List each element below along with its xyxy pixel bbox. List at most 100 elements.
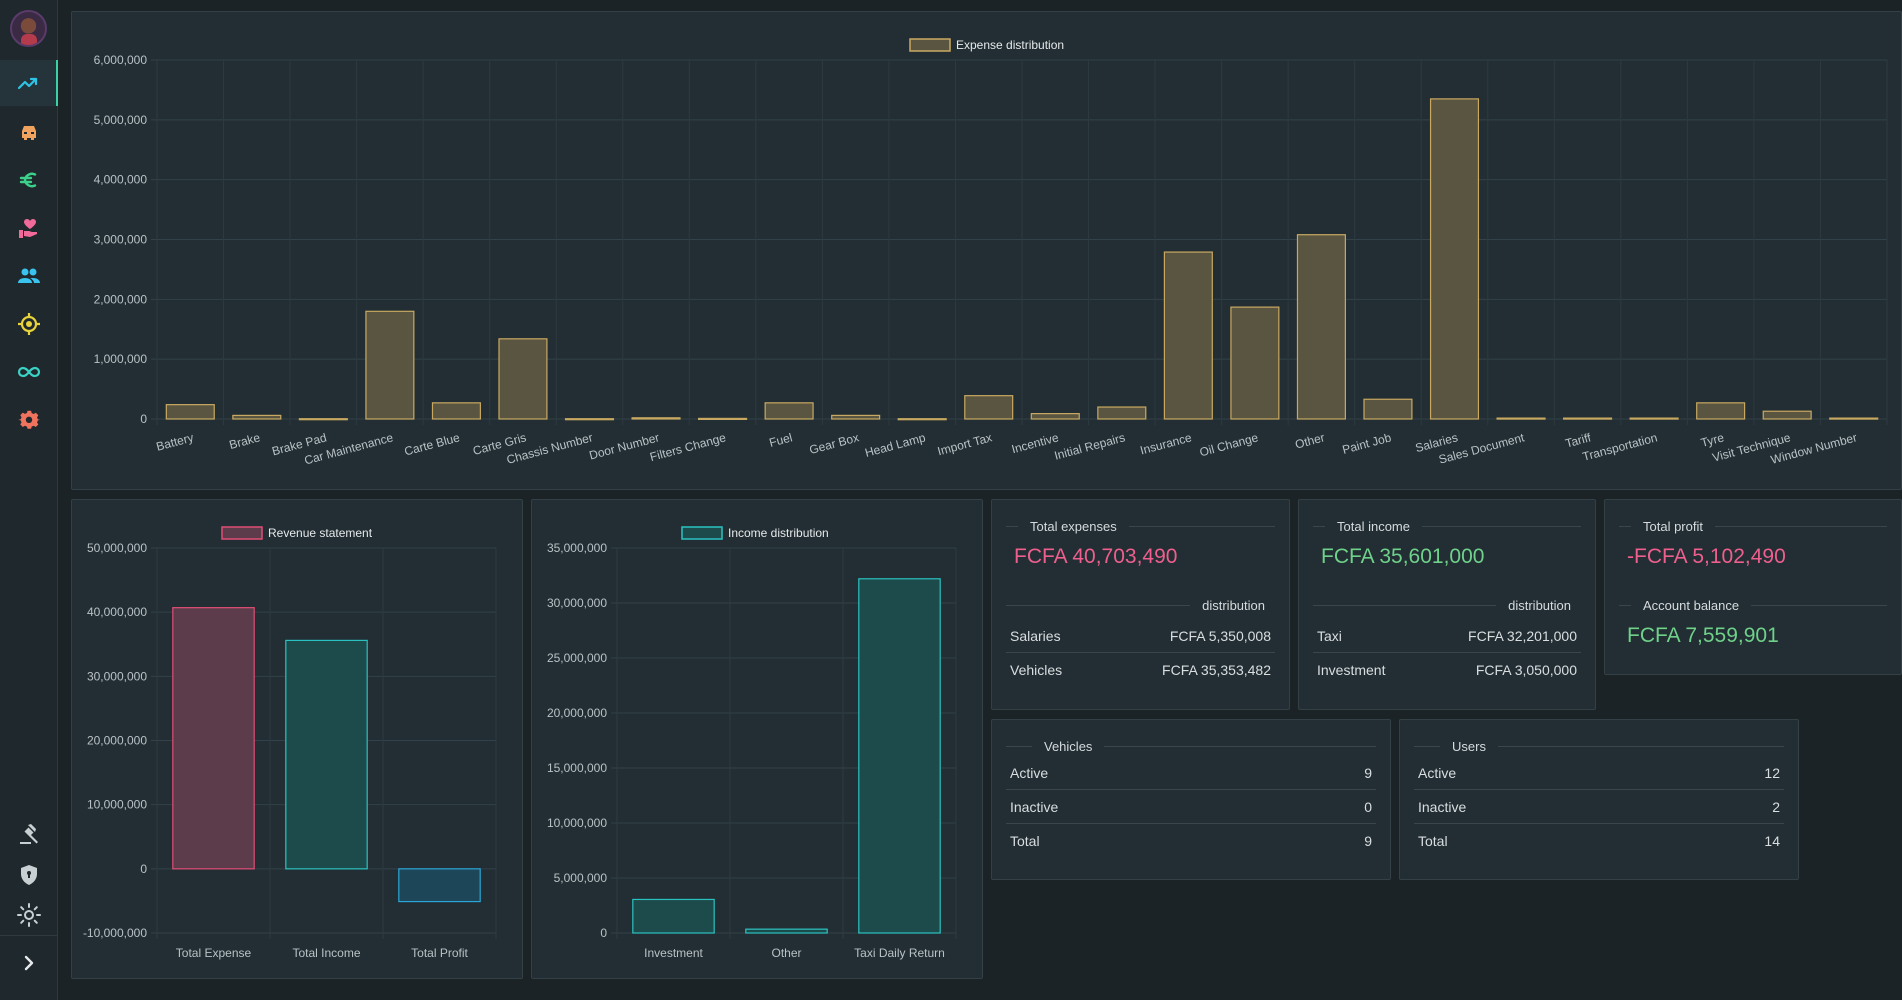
card-title: Vehicles (1044, 738, 1093, 754)
y-tick-label: 20,000,000 (547, 706, 607, 720)
y-tick-label: 2,000,000 (94, 292, 148, 306)
kv-row: Inactive 0 (1006, 790, 1376, 824)
bar-carte-gris[interactable] (498, 338, 548, 420)
bar-other[interactable] (1296, 234, 1346, 420)
legend-swatch[interactable] (221, 526, 263, 540)
bar-tyre[interactable] (1696, 402, 1746, 420)
total-income-value: FCFA 35,601,000 (1321, 545, 1485, 568)
bar-gear-box[interactable] (831, 414, 881, 420)
bar-tariff[interactable] (1563, 417, 1613, 420)
bar-brake-pad[interactable] (298, 418, 348, 421)
bar-filters-change[interactable] (698, 417, 748, 421)
x-tick-label: Oil Change (1198, 430, 1260, 459)
bar-incentive[interactable] (1030, 413, 1080, 420)
revenue-chart-panel: -10,000,000 0 10,000,000 20,000,000 30,000,0… (71, 499, 523, 979)
gavel-icon (20, 824, 38, 844)
y-tick-label: 5,000,000 (554, 871, 608, 885)
bar-chassis-number[interactable] (564, 418, 615, 421)
bar-salaries[interactable] (1429, 98, 1480, 420)
distribution-title: distribution (1202, 597, 1265, 613)
bar-transportation[interactable] (1629, 417, 1679, 420)
expense-distribution-chart: 0 1,000,000 2,000,000 3,000,000 4,000,000 5,0… (94, 38, 1888, 468)
nav-users[interactable] (0, 253, 58, 299)
nav-finance[interactable] (0, 157, 58, 203)
y-tick-label: 5,000,000 (94, 113, 148, 127)
x-tick-label: Tyre (1699, 430, 1725, 450)
bar-import-tax[interactable] (964, 395, 1014, 420)
bar-taxi-daily-return[interactable] (858, 578, 941, 934)
avatar[interactable] (10, 10, 47, 47)
bar-total-profit[interactable] (398, 868, 481, 903)
bar-initial-repairs[interactable] (1097, 406, 1147, 420)
bar-visit-technique[interactable] (1762, 410, 1812, 420)
nav-legal[interactable] (0, 811, 58, 857)
x-tick-label: Import Tax (936, 430, 994, 458)
bar-paint-job[interactable] (1363, 398, 1413, 420)
bar-total-income[interactable] (285, 639, 368, 870)
bar-head-lamp[interactable] (897, 418, 947, 421)
legend-swatch[interactable] (909, 38, 951, 52)
bar-fuel[interactable] (764, 402, 814, 420)
nav-security[interactable] (0, 852, 58, 898)
kv-row: Total 14 (1418, 833, 1780, 849)
nav-integrations[interactable] (0, 349, 58, 395)
bar-battery[interactable] (165, 404, 215, 420)
bar-insurance[interactable] (1163, 251, 1213, 420)
bar-car-maintenance[interactable] (365, 310, 415, 420)
shield-icon (21, 865, 37, 885)
bar-total-expense[interactable] (172, 607, 255, 870)
y-tick-label: 35,000,000 (547, 541, 607, 555)
nav-expand[interactable] (0, 940, 58, 986)
y-tick-label: 10,000,000 (547, 816, 607, 830)
nav-tracking[interactable] (0, 301, 58, 347)
y-tick-label: 30,000,000 (547, 596, 607, 610)
kv-row: Vehicles FCFA 35,353,482 (1010, 662, 1271, 678)
y-tick-label: 0 (140, 412, 147, 426)
kv-row: Salaries FCFA 5,350,008 (1006, 619, 1275, 653)
y-tick-label: 10,000,000 (87, 798, 147, 812)
bar-other[interactable] (745, 928, 828, 934)
bar-sales-document[interactable] (1496, 417, 1546, 420)
x-tick-label: Initial Repairs (1053, 430, 1127, 462)
nav-settings[interactable] (0, 397, 58, 443)
legend-swatch[interactable] (681, 526, 723, 540)
x-tick-label: Tariff (1564, 430, 1593, 450)
y-tick-label: 1,000,000 (94, 352, 148, 366)
y-tick-label: 0 (600, 926, 607, 940)
x-tick-label: Fuel (768, 430, 794, 450)
bar-investment[interactable] (632, 898, 715, 934)
kv-row: Active 9 (1006, 756, 1376, 790)
x-tick-label: Total Income (292, 946, 360, 960)
nav-vehicles[interactable] (0, 109, 58, 155)
kv-row: Investment FCFA 3,050,000 (1317, 662, 1577, 678)
nav-theme[interactable] (0, 892, 58, 938)
x-tick-label: Taxi Daily Return (854, 946, 945, 960)
y-tick-label: 30,000,000 (87, 669, 147, 683)
bar-door-number[interactable] (631, 417, 681, 420)
nav-dashboard[interactable] (0, 60, 58, 106)
nav-donations[interactable] (0, 205, 58, 251)
vehicles-card: Vehicles Active 9 Inactive 0 Total 9 (991, 719, 1391, 880)
y-tick-label: -10,000,000 (83, 926, 147, 940)
y-tick-label: 50,000,000 (87, 541, 147, 555)
bar-brake[interactable] (232, 414, 282, 420)
income-distribution-chart: 0 5,000,000 10,000,000 15,000,000 20,000,000… (547, 526, 957, 960)
x-tick-label: Total Profit (411, 946, 468, 960)
card-title: Users (1452, 738, 1486, 754)
bar-carte-blue[interactable] (431, 402, 481, 420)
bar-window-number[interactable] (1829, 417, 1879, 420)
chevron-right-icon (24, 955, 34, 971)
x-tick-label: Investment (644, 946, 703, 960)
legend-label: Expense distribution (956, 38, 1064, 52)
infinity-icon (17, 366, 41, 378)
total-expenses-value: FCFA 40,703,490 (1014, 545, 1178, 568)
car-icon (22, 126, 36, 140)
users-card: Users Active 12 Inactive 2 Total 14 (1399, 719, 1799, 880)
bar-oil-change[interactable] (1230, 306, 1280, 420)
y-tick-label: 6,000,000 (94, 53, 148, 67)
legend-label: Revenue statement (268, 526, 373, 540)
kv-row: Taxi FCFA 32,201,000 (1313, 619, 1581, 653)
y-tick-label: 25,000,000 (547, 651, 607, 665)
legend-label: Income distribution (728, 526, 829, 540)
x-tick-label: Carte Blue (403, 430, 462, 458)
